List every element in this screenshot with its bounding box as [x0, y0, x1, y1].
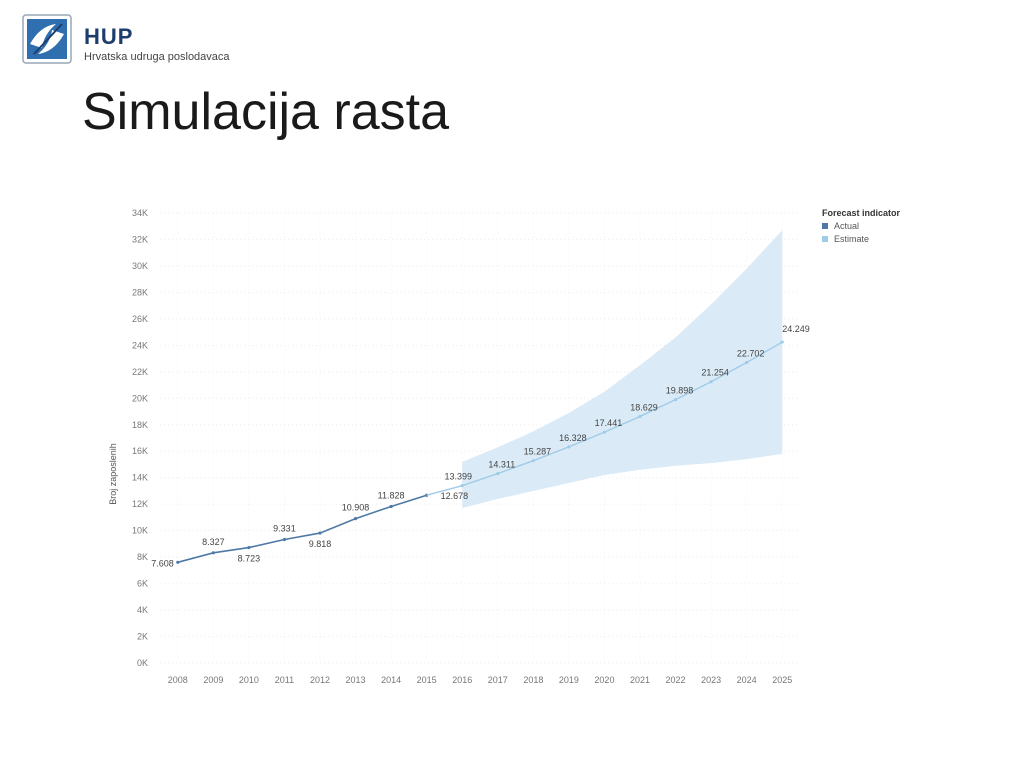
data-label: 7.608: [151, 558, 174, 568]
data-point: [780, 340, 784, 344]
y-tick-label: 2K: [137, 632, 148, 642]
x-tick-label: 2021: [630, 675, 650, 685]
data-point: [709, 380, 713, 384]
y-tick-label: 24K: [132, 340, 148, 350]
growth-chart: 7.608 8.327 8.723 9.331 9.818 10.908 11.828 12.…: [108, 208, 810, 685]
data-point: [602, 430, 607, 434]
data-label: 15.287: [524, 447, 552, 457]
legend-item-estimate: Estimate: [822, 234, 900, 244]
axis-layer: 0K 2K 4K 6K 8K 10K 12K 14K 16K 18K 20K 22K 24K 26K 28K…: [108, 208, 792, 685]
series-line-actual: [177, 494, 427, 564]
data-label: 13.399: [444, 472, 472, 482]
y-axis-label: Broj zaposlenih: [108, 443, 118, 505]
data-point: [176, 560, 180, 564]
data-point: [745, 360, 749, 365]
data-point: [531, 459, 535, 463]
data-point: [389, 504, 393, 509]
y-tick-label: 4K: [137, 605, 148, 615]
y-tick-label: 34K: [132, 208, 148, 218]
data-label: 9.331: [273, 524, 296, 534]
x-tick-label: 2019: [559, 675, 579, 685]
y-tick-label: 16K: [132, 446, 148, 456]
hup-logo: HUP Hrvatska udruga poslodavaca: [22, 14, 262, 70]
legend-item-actual: Actual: [822, 221, 900, 231]
data-point: [673, 398, 678, 402]
x-tick-label: 2016: [452, 675, 472, 685]
data-label: 8.327: [202, 537, 225, 547]
data-label: 24.249: [782, 324, 810, 334]
y-tick-label: 0K: [137, 658, 148, 668]
data-point: [638, 414, 642, 419]
data-label: 9.818: [309, 539, 332, 549]
data-point: [211, 551, 215, 555]
y-tick-label: 32K: [132, 234, 148, 244]
logo-subtitle: Hrvatska udruga poslodavaca: [84, 51, 230, 63]
x-tick-label: 2017: [488, 675, 508, 685]
data-label: 8.723: [238, 554, 261, 564]
data-label: 16.328: [559, 433, 587, 443]
y-tick-label: 14K: [132, 473, 148, 483]
y-tick-label: 8K: [137, 552, 148, 562]
x-tick-label: 2012: [310, 675, 330, 685]
y-tick-label: 20K: [132, 393, 148, 403]
data-label: 17.441: [595, 418, 623, 428]
y-tick-label: 28K: [132, 287, 148, 297]
x-tick-label: 2009: [203, 675, 223, 685]
line-layer: [176, 340, 784, 564]
y-tick-label: 12K: [132, 499, 148, 509]
x-tick-label: 2008: [168, 675, 188, 685]
x-tick-label: 2014: [381, 675, 401, 685]
y-tick-label: 30K: [132, 261, 148, 271]
data-point: [567, 445, 571, 449]
data-point: [460, 484, 464, 488]
x-tick-label: 2015: [417, 675, 437, 685]
x-tick-label: 2010: [239, 675, 259, 685]
data-point: [282, 537, 287, 542]
legend-label-estimate: Estimate: [834, 234, 870, 244]
x-tick-label: 2013: [346, 675, 366, 685]
slide-title: Simulacija rasta: [82, 83, 450, 141]
band-layer: [462, 230, 783, 509]
data-label: 14.311: [488, 460, 515, 470]
x-tick-label: 2020: [594, 675, 614, 685]
x-tick-label: 2018: [523, 675, 543, 685]
y-tick-label: 6K: [137, 579, 148, 589]
x-tick-label: 2023: [701, 675, 721, 685]
label-layer: 7.608 8.327 8.723 9.331 9.818 10.908 11.828 12.…: [151, 324, 810, 568]
legend-title: Forecast indicator: [822, 208, 901, 218]
hup-logo-mark: [22, 14, 72, 64]
y-tick-label: 22K: [132, 367, 148, 377]
y-tick-label: 26K: [132, 314, 148, 324]
data-point: [496, 471, 500, 476]
legend-swatch-estimate: [822, 236, 828, 242]
data-label: 22.702: [737, 349, 765, 359]
legend-label-actual: Actual: [834, 221, 860, 231]
data-label: 11.828: [378, 490, 405, 500]
data-point: [353, 517, 358, 521]
y-tick-label: 10K: [132, 526, 148, 536]
data-label: 21.254: [701, 368, 729, 378]
y-tick-label: 18K: [132, 420, 148, 430]
data-label: 19.898: [666, 386, 694, 396]
data-label: 12.678: [441, 491, 469, 501]
data-point: [247, 545, 251, 550]
logo-name: HUP: [84, 24, 134, 49]
data-label: 10.908: [342, 503, 370, 513]
data-point: [318, 531, 322, 535]
data-label: 18.629: [630, 402, 658, 412]
x-tick-label: 2022: [666, 675, 686, 685]
x-tick-label: 2025: [772, 675, 792, 685]
x-tick-label: 2024: [737, 675, 757, 685]
forecast-band: [462, 230, 783, 509]
x-tick-label: 2011: [275, 675, 294, 685]
legend-swatch-actual: [822, 223, 828, 229]
legend: Forecast indicator Actual Estimate: [822, 208, 900, 244]
